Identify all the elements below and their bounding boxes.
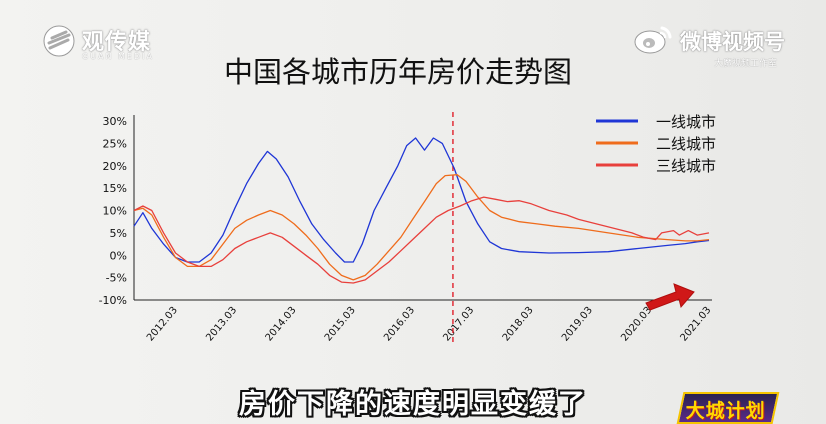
x-tick-label: 2012.03 <box>145 305 180 344</box>
guan-media-logo-icon <box>43 25 75 57</box>
x-tick-label: 2015.03 <box>323 305 358 344</box>
x-tick-label: 2013.03 <box>204 305 239 344</box>
y-tick-label: 0% <box>110 249 127 262</box>
weibo-studio-name: 大魔视频工作室 <box>714 59 778 69</box>
y-tick-label: 25% <box>103 137 127 150</box>
program-badge-label: 大城计划 <box>685 400 766 422</box>
series-line-1 <box>133 137 710 263</box>
guan-media-name: 观传媒 <box>82 30 152 55</box>
weibo-name: 微博视频号 <box>680 30 785 54</box>
chart-series <box>133 112 710 345</box>
guan-media-subtitle: GUAN MEDIA <box>82 52 155 61</box>
x-tick-label: 2021.03 <box>679 305 714 344</box>
legend-label-1: 一线城市 <box>656 113 716 131</box>
red-arrow-icon <box>645 283 695 311</box>
series-line-2 <box>133 174 710 281</box>
chart-title: 中国各城市历年房价走势图 <box>224 55 572 89</box>
x-tick-label: 2016.03 <box>382 305 417 344</box>
y-tick-label: 20% <box>103 160 127 173</box>
watermark-weibo: 微博视频号 大魔视频工作室 <box>632 22 812 72</box>
weibo-logo-icon <box>634 26 672 54</box>
x-tick-label: 2020.03 <box>619 305 654 344</box>
x-tick-label: 2018.03 <box>501 305 536 344</box>
y-tick-label: 15% <box>103 182 127 195</box>
program-badge: 大城计划 <box>676 392 780 424</box>
y-tick-label: -5% <box>106 272 127 285</box>
y-tick-label: 30% <box>103 115 127 128</box>
video-caption: 房价下降的速度明显变缓了 <box>239 389 587 420</box>
x-tick-label: 2014.03 <box>264 305 299 344</box>
series-line-3 <box>133 196 710 284</box>
legend-label-2: 二线城市 <box>656 135 716 153</box>
y-tick-label: -10% <box>99 294 127 307</box>
x-tick-label: 2019.03 <box>560 305 595 344</box>
x-tick-label: 2017.03 <box>441 305 476 344</box>
legend-label-3: 三线城市 <box>656 157 716 175</box>
y-tick-label: 5% <box>110 227 127 240</box>
y-tick-label: 10% <box>103 205 127 218</box>
chart-axes <box>133 115 712 301</box>
watermark-guan-media: 观传媒 GUAN MEDIA <box>42 22 192 66</box>
